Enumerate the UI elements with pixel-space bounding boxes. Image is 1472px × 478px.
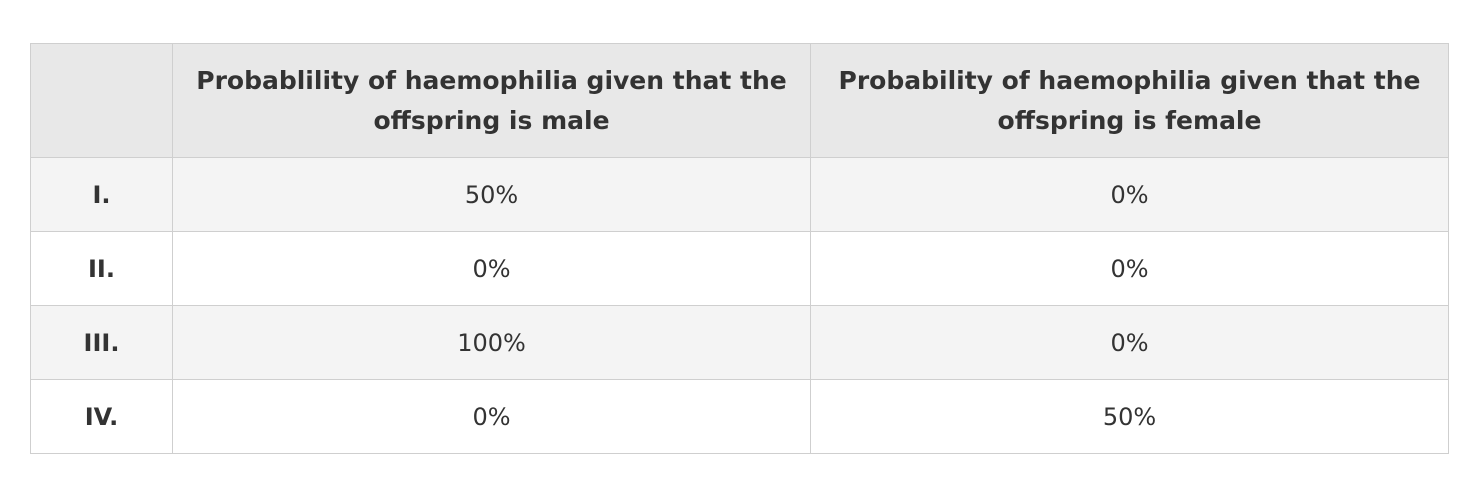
row-label: II. [30,231,173,306]
cell: 50% [810,379,1449,454]
header-cell: Probability of haemophilia given that th… [810,43,1449,158]
table-body: I. 50% 0% II. 0% 0% III. 100% 0% IV. 0% 50% [30,157,1449,454]
cell: 0% [810,231,1449,306]
cell: 0% [172,231,811,306]
table-row: IV. 0% 50% [30,379,1449,454]
cell: 0% [172,379,811,454]
header-cell: Probablility of haemophilia given that t… [172,43,811,158]
data-table: Probablility of haemophilia given that t… [30,43,1449,454]
cell: 0% [810,305,1449,380]
table-head: Probablility of haemophilia given that t… [30,43,1449,158]
table-row: III. 100% 0% [30,305,1449,380]
row-label: III. [30,305,173,380]
cell: 100% [172,305,811,380]
cell: 0% [810,157,1449,232]
cell: 50% [172,157,811,232]
header-row: Probablility of haemophilia given that t… [30,43,1449,158]
header-cell [30,43,173,158]
row-label: I. [30,157,173,232]
table-row: II. 0% 0% [30,231,1449,306]
row-label: IV. [30,379,173,454]
table-row: I. 50% 0% [30,157,1449,232]
